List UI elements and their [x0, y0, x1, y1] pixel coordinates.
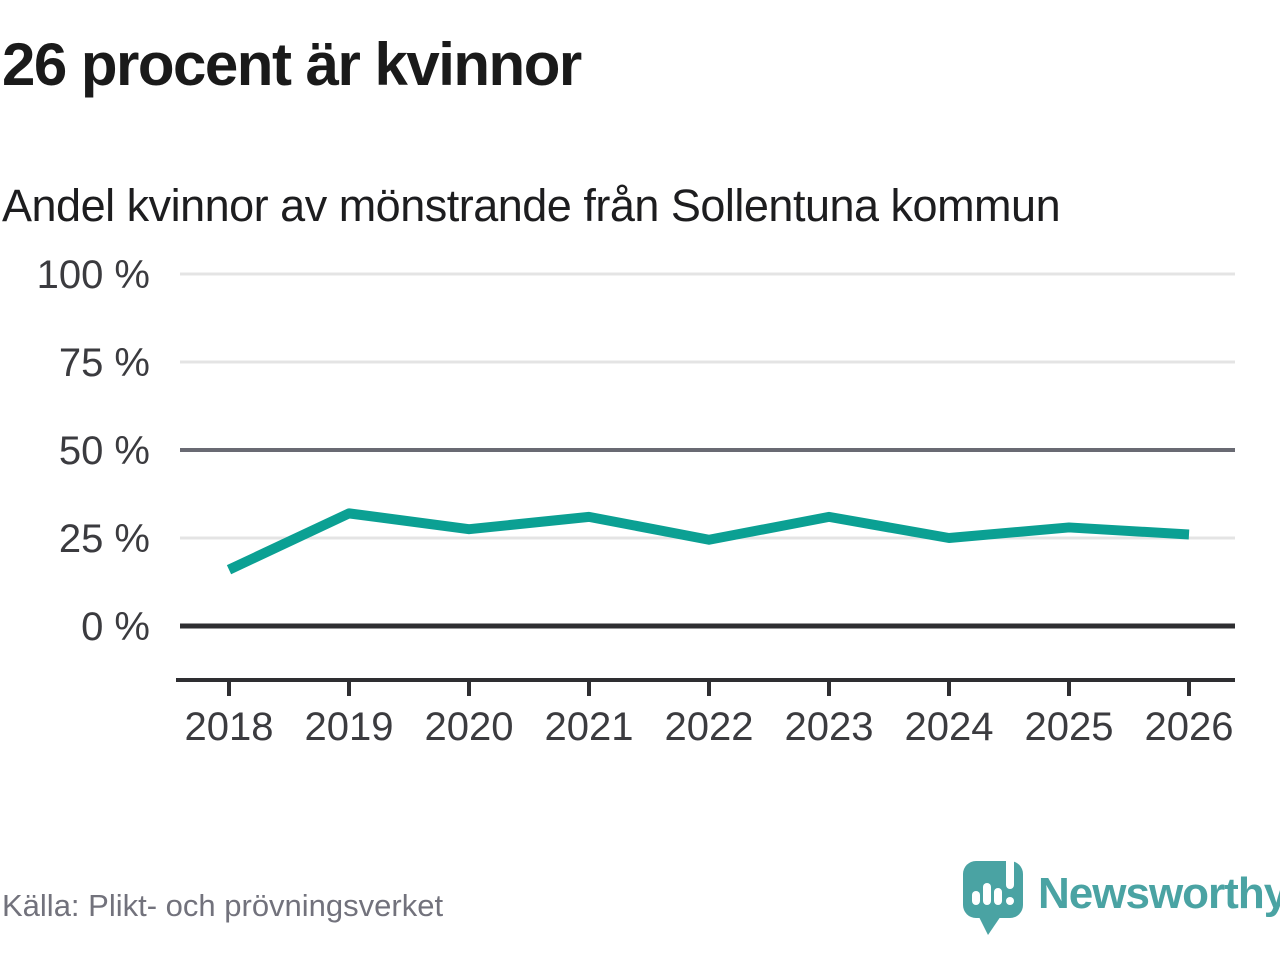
x-tick-label: 2021	[545, 705, 634, 749]
y-tick-label: 100 %	[37, 253, 150, 297]
bar-chart-speech-bubble-icon	[963, 854, 1023, 935]
x-tick-label: 2022	[665, 705, 754, 749]
source-note: Källa: Plikt- och prövningsverket	[2, 888, 444, 923]
y-tick-label: 0 %	[81, 605, 150, 649]
logo-bar-1	[972, 891, 980, 905]
newsworthy-wordmark: Newsworthy	[1038, 869, 1280, 918]
x-tick-label: 2025	[1025, 705, 1114, 749]
y-tick-label: 75 %	[59, 341, 150, 385]
x-tick-label: 2024	[905, 705, 994, 749]
logo-bubble-tail	[977, 913, 1003, 935]
data-line-andel-kvinnor-av-m-nstrande	[226, 508, 1190, 575]
logo-exclamation-bar	[1006, 854, 1014, 889]
newsworthy-logo: Newsworthy	[963, 854, 1280, 951]
chart-title: 26 procent är kvinnor	[2, 31, 582, 98]
x-tick-label: 2020	[425, 705, 514, 749]
y-tick-label: 25 %	[59, 517, 150, 561]
y-tick-label: 50 %	[59, 429, 150, 473]
x-tick-label: 2018	[185, 705, 274, 749]
x-tick-label: 2019	[305, 705, 394, 749]
x-tick-label: 2023	[785, 705, 874, 749]
x-tick-label: 2026	[1145, 705, 1234, 749]
logo-bubble	[963, 861, 1023, 918]
logo-bar-3	[994, 888, 1002, 905]
logo-exclamation-dot	[1006, 897, 1014, 905]
logo-bar-2	[983, 883, 991, 905]
chart-subtitle: Andel kvinnor av mönstrande från Sollent…	[2, 180, 1061, 231]
